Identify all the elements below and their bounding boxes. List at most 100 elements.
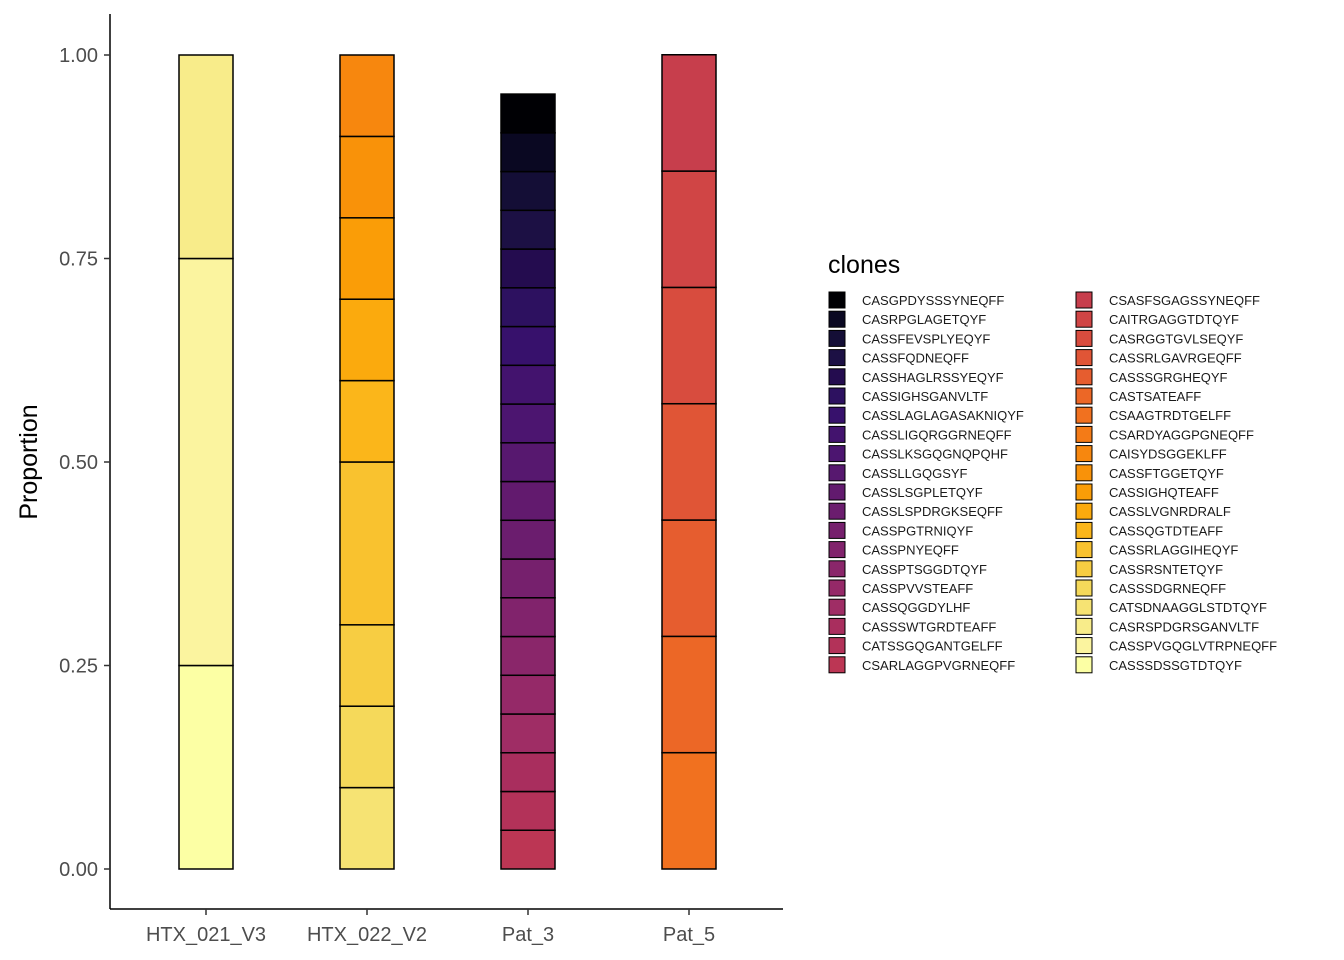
y-tick-label: 1.00 [59, 45, 98, 67]
bar-segment [500, 752, 556, 793]
bar-segment [500, 829, 556, 870]
legend-key [1075, 406, 1093, 424]
legend-key [828, 329, 846, 347]
legend-label: CASSRLGAVRGEQFF [1109, 351, 1242, 366]
bar-segment [661, 751, 717, 870]
bar-segment [500, 597, 556, 638]
bar-segment [339, 135, 395, 219]
legend-key [828, 541, 846, 559]
legend-label: CASRPGLAGETQYF [862, 312, 986, 327]
legend-key [1075, 425, 1093, 443]
bar-segment [500, 403, 556, 444]
bar-segment [500, 519, 556, 560]
bar-segment [500, 93, 556, 134]
legend-key [828, 521, 846, 539]
bar-segment [339, 217, 395, 300]
bar-segment [661, 635, 717, 754]
bar-segment [500, 635, 556, 677]
bar-segment [500, 248, 556, 289]
x-tick-label: Pat_3 [502, 924, 554, 946]
legend-key [828, 291, 846, 309]
y-tick-label: 0.75 [59, 249, 98, 271]
legend-key [828, 560, 846, 578]
axes: Proportion 0.00 0.25 0.50 0.75 1.00 HTX_021_V… [15, 14, 783, 946]
legend-key [828, 310, 846, 328]
legend-label: CASSSDSSGTDTQYF [1109, 658, 1242, 673]
x-tick-label: Pat_5 [663, 924, 715, 946]
legend-label: CASSLKSGQGNQPQHF [862, 447, 1008, 462]
legend-label: CAISYDSGGEKLFF [1109, 447, 1227, 462]
legend-label: CASSPGTRNIQYF [862, 523, 973, 538]
y-tick-label: 0.25 [59, 656, 98, 678]
legend-label: CASSFEVSPLYEQYF [862, 331, 990, 346]
bar-segment [500, 713, 556, 754]
legend-label: CASSQGGDYLHF [862, 600, 970, 615]
legend-key [1075, 349, 1093, 367]
legend-label: CASGPDYSSSYNEQFF [862, 293, 1004, 308]
bar-segment [500, 674, 556, 715]
legend-label: CASSHAGLRSSYEQYF [862, 370, 1004, 385]
legend-key [828, 483, 846, 501]
legend-label: CASSPTSGGDTQYF [862, 562, 987, 577]
bar-segment [339, 705, 395, 789]
bar-segment [500, 442, 556, 483]
bar-segment [339, 461, 395, 626]
legend-label: CASSSWTGRDTEAFF [862, 619, 996, 634]
legend-key [1075, 502, 1093, 520]
legend-label: CASSLIGQRGGRNEQFF [862, 427, 1012, 442]
bar-segment [500, 480, 556, 522]
legend-key [1075, 541, 1093, 559]
legend-key [828, 617, 846, 635]
bar-segment [500, 287, 556, 328]
legend-key [1075, 329, 1093, 347]
legend-key [828, 656, 846, 674]
legend-key [828, 368, 846, 386]
bar-segment [339, 298, 395, 382]
bar-segment [661, 54, 717, 172]
bar-segment [339, 54, 395, 138]
legend-key [1075, 445, 1093, 463]
legend-label: CASSPNYEQFF [862, 543, 959, 558]
legend-label: CASRSPDGRSGANVLTF [1109, 619, 1259, 634]
legend-label: CASSRSNTETQYF [1109, 562, 1223, 577]
plot-area [178, 54, 717, 870]
bar-segment [178, 257, 234, 667]
legend-label: CASSLLGQGSYF [862, 466, 968, 481]
legend-label: CASSLVGNRDRALF [1109, 504, 1231, 519]
legend-key [1075, 598, 1093, 616]
legend-label: CASRGGTGVLSEQYF [1109, 331, 1243, 346]
legend-key [828, 445, 846, 463]
legend-label: CSARDYAGGPGNEQFF [1109, 427, 1254, 442]
legend-label: CATSSGQGANTGELFF [862, 639, 1003, 654]
bar-segment [661, 402, 717, 521]
legend-label: CASSSDGRNEQFF [1109, 581, 1226, 596]
legend-key [1075, 637, 1093, 655]
legend-label: CASSQGTDTEAFF [1109, 523, 1223, 538]
legend-label: CASSLSPDRGKSEQFF [862, 504, 1003, 519]
legend-label: CAITRGAGGTDTQYF [1109, 312, 1239, 327]
legend-key [828, 598, 846, 616]
legend-label: CASSLAGLAGASAKNIQYF [862, 408, 1024, 423]
bar-segment [500, 209, 556, 250]
legend-key [1075, 656, 1093, 674]
x-tick-label: HTX_021_V3 [146, 924, 266, 946]
legend-label: CASSSGRGHEQYF [1109, 370, 1228, 385]
legend-key [1075, 521, 1093, 539]
legend-label: CASSPVVSTEAFF [862, 581, 973, 596]
bar-segment [500, 170, 556, 212]
legend-key [828, 579, 846, 597]
bar-segment [500, 790, 556, 832]
legend-key [1075, 310, 1093, 328]
legend-label: CASTSATEAFF [1109, 389, 1201, 404]
legend-key [1075, 483, 1093, 501]
bar-segment [178, 54, 234, 260]
legend-key [828, 387, 846, 405]
legend-label: CASSFTGGETQYF [1109, 466, 1224, 481]
legend-label: CSARLAGGPVGRNEQFF [862, 658, 1015, 673]
legend-label: CSAAGTRDTGELFF [1109, 408, 1231, 423]
legend-key [1075, 387, 1093, 405]
bar-segment [500, 364, 556, 405]
legend-key [1075, 464, 1093, 482]
legend-key [1075, 579, 1093, 597]
